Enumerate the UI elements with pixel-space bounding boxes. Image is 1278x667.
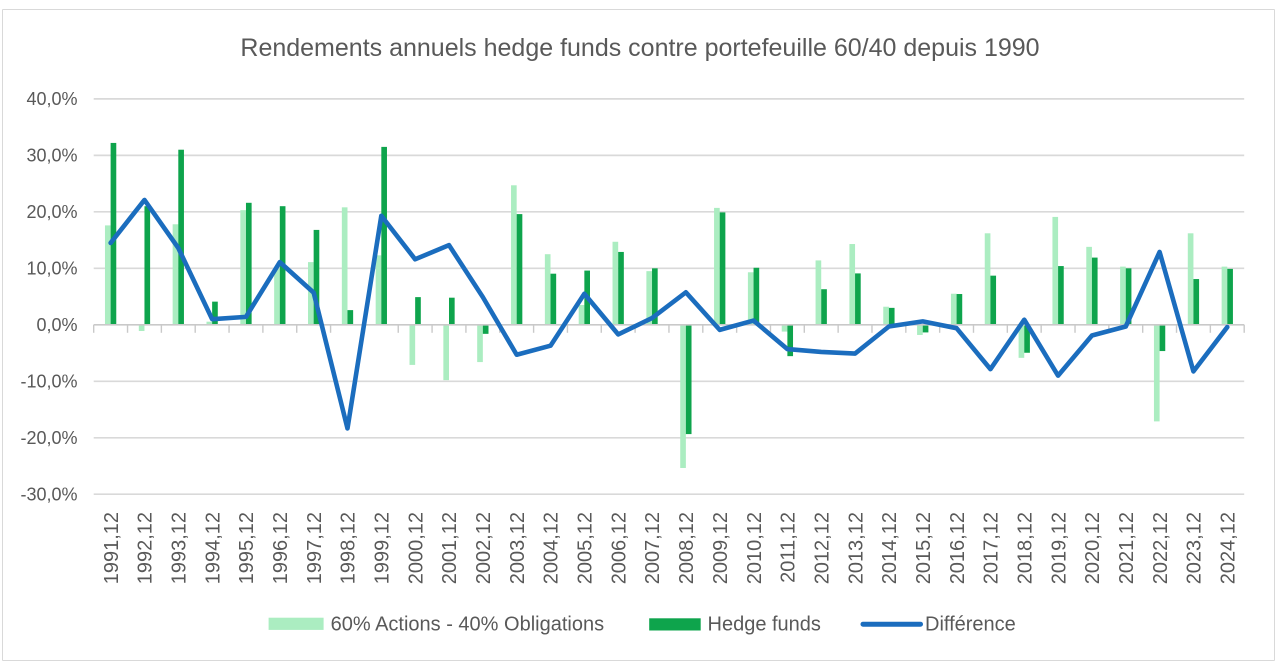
svg-text:2014,12: 2014,12 (879, 512, 901, 584)
svg-text:2006,12: 2006,12 (608, 512, 630, 584)
svg-text:2002,12: 2002,12 (473, 512, 495, 584)
svg-text:2017,12: 2017,12 (981, 512, 1003, 584)
svg-text:-10,0%: -10,0% (20, 372, 77, 392)
svg-text:2015,12: 2015,12 (913, 512, 935, 584)
svg-text:1994,12: 1994,12 (202, 512, 224, 584)
svg-text:2008,12: 2008,12 (676, 512, 698, 584)
svg-text:2023,12: 2023,12 (1184, 512, 1206, 584)
svg-text:2011,12: 2011,12 (778, 512, 800, 583)
svg-text:Rendements annuels hedge funds: Rendements annuels hedge funds contre po… (240, 34, 1039, 62)
svg-text:1996,12: 1996,12 (270, 512, 292, 584)
svg-text:2010,12: 2010,12 (744, 512, 766, 584)
svg-text:-30,0%: -30,0% (20, 484, 77, 504)
svg-text:2007,12: 2007,12 (642, 512, 664, 584)
svg-text:10,0%: 10,0% (26, 259, 77, 279)
svg-text:0,0%: 0,0% (36, 315, 77, 335)
svg-text:1991,12: 1991,12 (101, 512, 123, 584)
svg-text:2001,12: 2001,12 (439, 512, 461, 584)
svg-text:2022,12: 2022,12 (1150, 512, 1172, 584)
svg-text:2000,12: 2000,12 (405, 512, 427, 584)
svg-text:1995,12: 1995,12 (236, 512, 258, 584)
svg-text:2013,12: 2013,12 (845, 512, 867, 584)
svg-text:Différence: Différence (925, 614, 1016, 636)
svg-text:2020,12: 2020,12 (1082, 512, 1104, 584)
svg-text:2024,12: 2024,12 (1217, 512, 1239, 584)
svg-text:60% Actions - 40% Obligations: 60% Actions - 40% Obligations (331, 614, 604, 636)
svg-text:2012,12: 2012,12 (811, 512, 833, 584)
svg-text:40,0%: 40,0% (26, 89, 77, 109)
svg-text:2021,12: 2021,12 (1116, 512, 1138, 584)
svg-text:Hedge funds: Hedge funds (708, 614, 821, 636)
svg-text:1999,12: 1999,12 (372, 512, 394, 584)
svg-text:1993,12: 1993,12 (169, 512, 191, 584)
svg-text:2005,12: 2005,12 (575, 512, 597, 584)
svg-text:2018,12: 2018,12 (1014, 512, 1036, 584)
svg-text:2003,12: 2003,12 (507, 512, 529, 584)
svg-text:2009,12: 2009,12 (710, 512, 732, 584)
svg-text:-20,0%: -20,0% (20, 428, 77, 448)
svg-text:30,0%: 30,0% (26, 146, 77, 166)
svg-text:2004,12: 2004,12 (541, 512, 563, 584)
svg-text:1998,12: 1998,12 (338, 512, 360, 584)
svg-text:20,0%: 20,0% (26, 202, 77, 222)
svg-text:1997,12: 1997,12 (304, 512, 326, 584)
svg-text:2019,12: 2019,12 (1048, 512, 1070, 584)
svg-text:2016,12: 2016,12 (947, 512, 969, 584)
svg-text:1992,12: 1992,12 (135, 512, 157, 584)
